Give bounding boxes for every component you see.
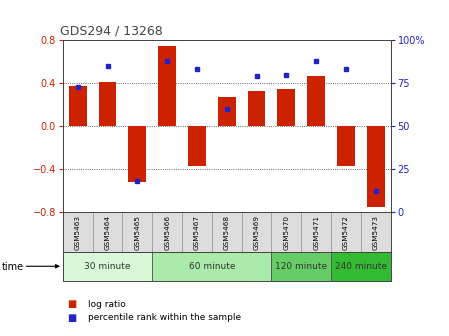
Text: 30 minute: 30 minute [84, 262, 131, 271]
Text: GSM5465: GSM5465 [134, 215, 141, 250]
Text: GSM5468: GSM5468 [224, 215, 230, 250]
Bar [158, 46, 176, 126]
Text: GSM5464: GSM5464 [105, 215, 110, 250]
Bar [337, 126, 355, 166]
Bar [367, 126, 385, 207]
Bar [69, 86, 87, 126]
Bar [218, 97, 236, 126]
Text: GSM5466: GSM5466 [164, 215, 170, 250]
Bar [63, 252, 152, 281]
Text: GSM5463: GSM5463 [75, 215, 81, 250]
Bar [99, 82, 116, 126]
Text: GSM5473: GSM5473 [373, 215, 379, 250]
Bar [272, 252, 331, 281]
Text: 60 minute: 60 minute [189, 262, 235, 271]
Bar [152, 252, 272, 281]
Text: percentile rank within the sample: percentile rank within the sample [88, 313, 241, 322]
Bar [277, 89, 295, 126]
Text: GSM5472: GSM5472 [343, 215, 349, 250]
Text: 240 minute: 240 minute [335, 262, 387, 271]
Text: GSM5470: GSM5470 [283, 215, 289, 250]
Text: ■: ■ [67, 299, 77, 309]
Bar [307, 76, 325, 126]
Text: ■: ■ [67, 312, 77, 323]
Text: 120 minute: 120 minute [275, 262, 327, 271]
Bar [188, 126, 206, 166]
Bar [128, 126, 146, 182]
Text: GDS294 / 13268: GDS294 / 13268 [60, 25, 163, 38]
Text: GSM5469: GSM5469 [254, 215, 260, 250]
Bar [331, 252, 391, 281]
Text: time: time [2, 262, 24, 272]
Text: GSM5467: GSM5467 [194, 215, 200, 250]
Bar [247, 91, 265, 126]
Text: GSM5471: GSM5471 [313, 215, 319, 250]
Text: log ratio: log ratio [88, 300, 125, 308]
